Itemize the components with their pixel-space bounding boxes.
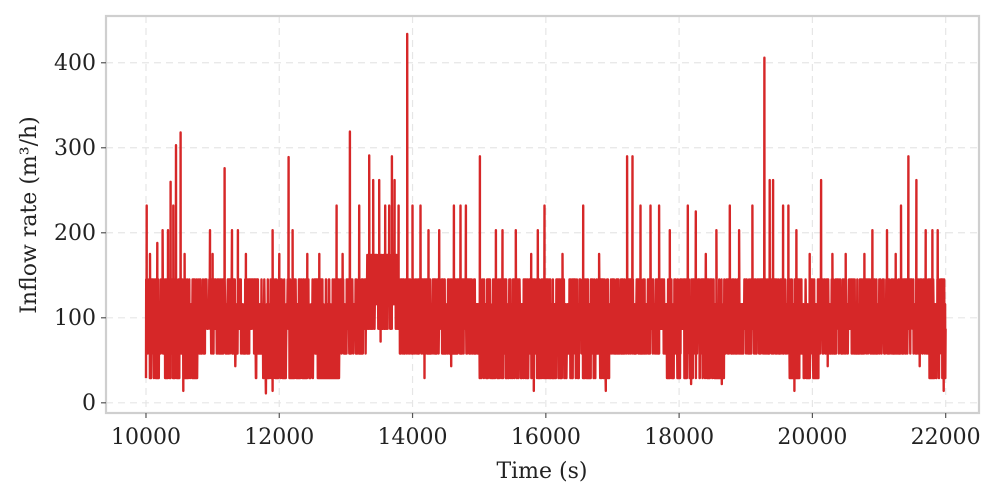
- x-tick-label: 20000: [777, 425, 847, 450]
- x-tick-label: 18000: [644, 425, 714, 450]
- x-tick-label: 10000: [111, 425, 181, 450]
- x-axis-label: Time (s): [496, 459, 587, 484]
- grid-lines: [106, 16, 979, 413]
- y-axis-label: Inflow rate (m³/h): [17, 116, 42, 314]
- plot-frame: [104, 14, 981, 415]
- y-axis-ticks: 0 100 200 300 400: [54, 51, 106, 416]
- series-layer: [144, 32, 947, 395]
- series-line: [144, 32, 947, 395]
- x-tick-label: 16000: [511, 425, 581, 450]
- y-tick-label: 400: [54, 51, 96, 76]
- x-tick-label: 14000: [378, 425, 448, 450]
- y-tick-label: 100: [54, 306, 96, 331]
- y-tick-label: 200: [54, 221, 96, 246]
- x-tick-label: 22000: [911, 425, 981, 450]
- x-axis-ticks: 10000 12000 14000 16000 18000 20000 22000: [111, 413, 981, 450]
- y-tick-label: 300: [54, 136, 96, 161]
- x-tick-label: 12000: [244, 425, 314, 450]
- y-tick-label: 0: [82, 391, 96, 416]
